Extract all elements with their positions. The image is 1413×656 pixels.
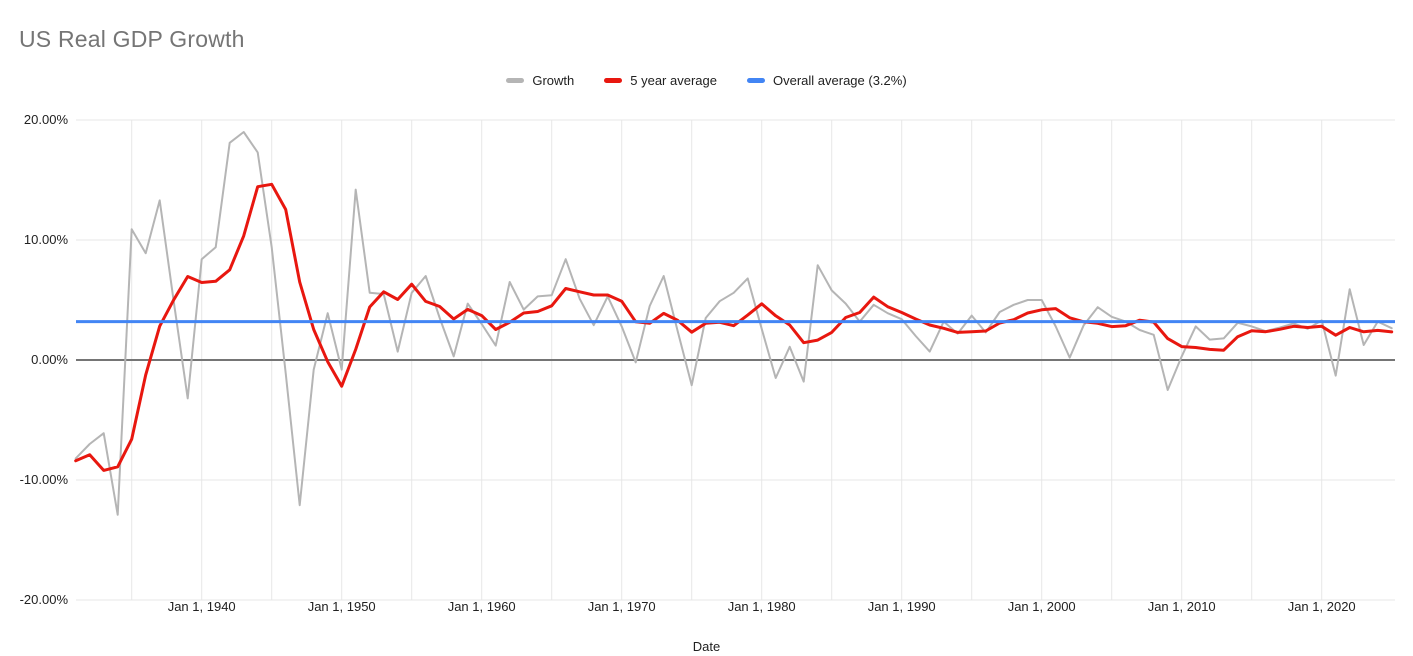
- x-axis-title: Date: [692, 639, 721, 654]
- legend-item: Growth: [506, 73, 574, 88]
- x-tick-label: Jan 1, 1970: [587, 599, 656, 614]
- x-tick-label: Jan 1, 2000: [1007, 599, 1076, 614]
- chart-title: US Real GDP Growth: [19, 26, 245, 52]
- legend-swatch-icon: [604, 78, 623, 83]
- x-tick-label: Jan 1, 1980: [727, 599, 796, 614]
- series-line-5-year-average: [74, 182, 1394, 472]
- x-tick-label: Jan 1, 2020: [1287, 599, 1356, 614]
- x-tick-label: Jan 1, 1950: [307, 599, 376, 614]
- series-line-growth: [74, 131, 1393, 516]
- legend-item: Overall average (3.2%): [746, 73, 907, 88]
- legend-label: Growth: [532, 73, 575, 88]
- y-tick-label: 10.00%: [23, 232, 68, 247]
- chart-legend: Growth 5 year average Overall average (3.2…: [0, 73, 1413, 88]
- x-tick-label: Jan 1, 2010: [1147, 599, 1216, 614]
- y-tick-label: -10.00%: [19, 472, 68, 487]
- y-tick-label: 20.00%: [23, 112, 68, 127]
- legend-item: 5 year average: [604, 73, 717, 88]
- legend-swatch-icon: [506, 78, 525, 83]
- y-tick-label: 0.00%: [31, 352, 68, 367]
- y-tick-label: -20.00%: [19, 592, 68, 607]
- x-tick-label: Jan 1, 1940: [167, 599, 236, 614]
- x-tick-label: Jan 1, 1990: [867, 599, 936, 614]
- x-tick-label: Jan 1, 1960: [447, 599, 516, 614]
- legend-label: 5 year average: [630, 73, 717, 88]
- legend-label: Overall average (3.2%): [772, 73, 907, 88]
- legend-swatch-icon: [746, 78, 765, 83]
